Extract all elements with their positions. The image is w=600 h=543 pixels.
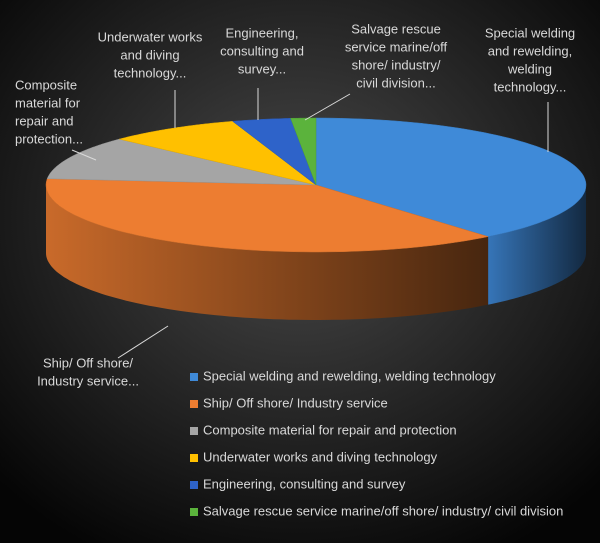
legend-label: Salvage rescue service marine/off shore/…: [203, 503, 563, 518]
legend-label: Composite material for repair and protec…: [203, 422, 457, 437]
slice: [119, 121, 317, 186]
slice-label: and diving: [120, 47, 179, 62]
leader-line: [71, 149, 97, 161]
legend-swatch: [190, 508, 198, 516]
slice-label: protection...: [15, 131, 83, 146]
legend-swatch: [190, 454, 198, 462]
slice-label: Composite: [15, 77, 77, 92]
slice-label: Salvage rescue: [351, 21, 441, 36]
slice-side: [488, 185, 586, 305]
slice-label: Special welding: [485, 25, 575, 40]
slice-label: welding: [507, 61, 552, 76]
slice-side: [46, 185, 489, 320]
legend-swatch: [190, 427, 198, 435]
slice-label: material for: [15, 95, 81, 110]
slice-label: Industry service...: [37, 373, 139, 388]
slice-label: Ship/ Off shore/: [43, 355, 133, 370]
leader-line: [304, 93, 351, 121]
slice-label: and rewelding,: [488, 43, 573, 58]
legend-label: Special welding and rewelding, welding t…: [203, 368, 496, 383]
slice: [290, 117, 317, 186]
legend-swatch: [190, 481, 198, 489]
slice-label: service marine/off: [345, 39, 448, 54]
slice: [46, 138, 317, 186]
slice-label: technology...: [494, 79, 567, 94]
legend-label: Underwater works and diving technology: [203, 449, 438, 464]
slice-label: consulting and: [220, 43, 304, 58]
slice-label: Engineering,: [226, 25, 299, 40]
slice-label: civil division...: [356, 75, 435, 90]
legend-label: Engineering, consulting and survey: [203, 476, 406, 491]
slice: [45, 178, 489, 253]
slice-label: shore/ industry/: [352, 57, 441, 72]
slice-label: survey...: [238, 61, 286, 76]
slice-label: technology...: [114, 65, 187, 80]
slice-label: repair and: [15, 113, 74, 128]
leader-line: [117, 325, 169, 359]
legend-label: Ship/ Off shore/ Industry service: [203, 395, 388, 410]
slice-label: Underwater works: [98, 29, 203, 44]
legend-swatch: [190, 373, 198, 381]
slice: [231, 118, 317, 186]
slice: [315, 117, 587, 237]
legend-swatch: [190, 400, 198, 408]
